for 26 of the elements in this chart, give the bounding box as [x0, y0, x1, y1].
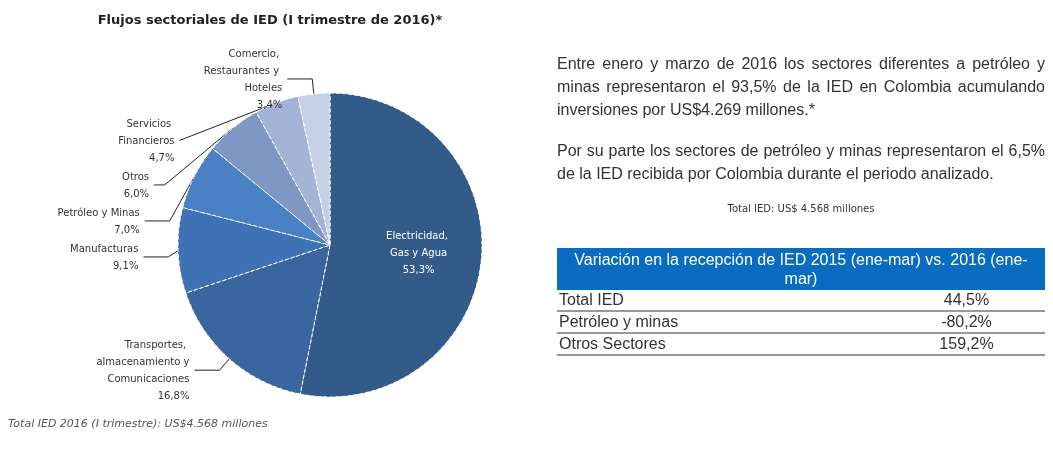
text: Total IED: US$ 4.568 millones [726, 203, 876, 214]
data-label: 9,1% [112, 259, 139, 271]
slice-label: Manufacturas [70, 242, 139, 254]
data-label: 53,3% [402, 264, 435, 276]
text: 159,2% [939, 335, 994, 352]
text: 44,5% [943, 291, 990, 308]
data-label: 7,0% [114, 223, 140, 235]
data-label: 4,7% [149, 151, 175, 163]
data-label: 16,8% [157, 390, 190, 402]
text: Variación en la recepción de IED 2015 (ene-mar) vs. 2016 (ene-mar) [557, 248, 1045, 290]
slice-label: Electricidad, Gas y Agua [386, 230, 452, 259]
slice-label: Servicios Financieros [118, 117, 175, 146]
slice-label: Transportes, almacenamiento y Comunicaciones [96, 339, 190, 385]
slice-label: Otros [122, 170, 150, 182]
slice-label: Comercio, Restaurantes y Hoteles [203, 47, 283, 93]
text: Entre enero y marzo de 2016 los sectores diferentes a petróleo y minas representaron el 93,5% de la IED en Colombia acumulando inversiones por US$4.269 millones.* [557, 54, 1045, 120]
chart-title: Flujos sectoriales de IED (I trimestre de 2016)* [97, 12, 443, 27]
text: Por su parte los sectores de petróleo y minas representaron el 6,5% de la IED recibida por Colombia durante el periodo analizado. [557, 141, 1045, 184]
data-label: 6,0% [123, 187, 150, 199]
slice-label: Petróleo y Minas [57, 206, 140, 218]
text: Total IED 2016 (I trimestre): US$4.568 millones [8, 417, 268, 430]
category-label: Total IED [558, 290, 625, 310]
text: -80,2% [941, 313, 992, 330]
category-label: Otros Sectores [558, 334, 667, 354]
category-label: Petróleo y minas [558, 312, 680, 332]
data-label: 3,4% [256, 98, 283, 110]
